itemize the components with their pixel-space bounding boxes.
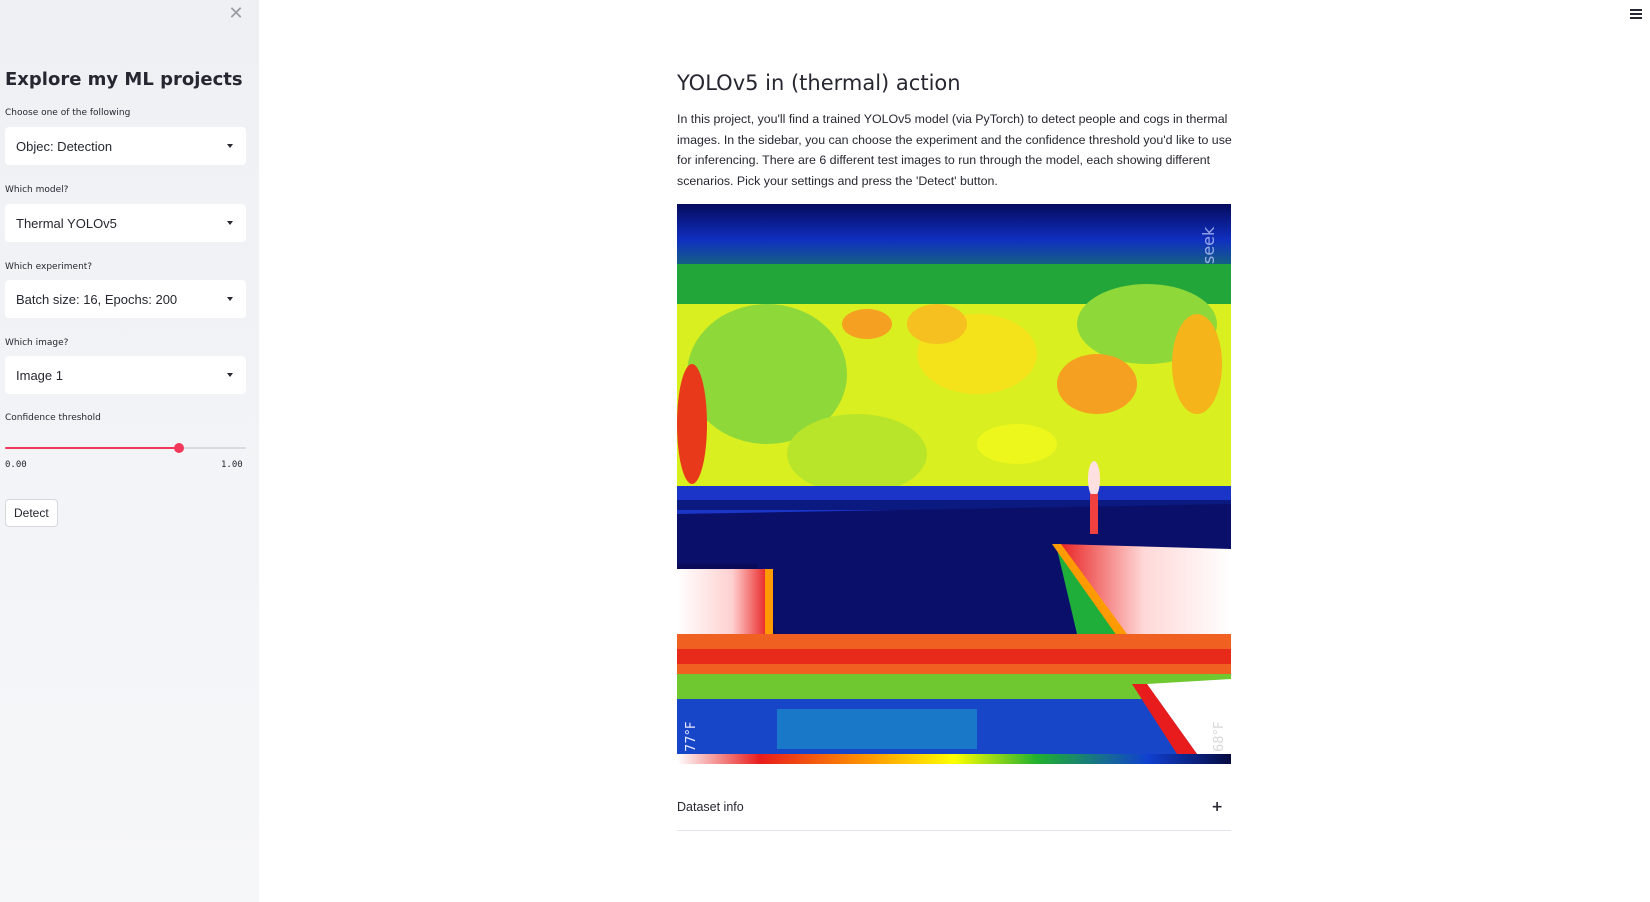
expander-label: Dataset info <box>677 800 744 814</box>
sidebar-title: Explore my ML projects <box>5 69 243 90</box>
sidebar: ✕ Explore my ML projects Choose one of t… <box>0 0 259 902</box>
slider-thumb[interactable] <box>173 443 184 453</box>
brand-watermark: seek <box>1199 226 1218 264</box>
image-select[interactable]: Image 1 <box>5 356 246 394</box>
model-select[interactable]: Thermal YOLOv5 <box>5 204 246 242</box>
detect-button[interactable]: Detect <box>5 499 58 527</box>
hamburger-icon[interactable] <box>1630 9 1642 19</box>
experiment-select[interactable]: Batch size: 16, Epochs: 200 <box>5 280 246 318</box>
image-select-value: Image 1 <box>16 367 63 383</box>
chevron-down-icon <box>227 221 233 225</box>
temp-right-label: 68°F <box>1212 721 1227 752</box>
thermal-image: seek 77°F 68°F <box>677 204 1231 764</box>
confidence-slider[interactable] <box>5 443 246 453</box>
project-select-label: Choose one of the following <box>5 108 131 118</box>
experiment-select-value: Batch size: 16, Epochs: 200 <box>16 291 178 307</box>
slider-fill <box>5 447 179 449</box>
page-title: YOLOv5 in (thermal) action <box>677 71 961 95</box>
slider-max-label: 1.00 <box>221 460 243 470</box>
chevron-down-icon <box>227 144 233 148</box>
slider-min-label: 0.00 <box>5 460 27 470</box>
close-icon[interactable]: ✕ <box>228 3 244 24</box>
plus-icon: + <box>1211 799 1223 815</box>
model-select-label: Which model? <box>5 185 69 195</box>
project-select-value: Objec: Detection <box>16 138 113 154</box>
intro-paragraph: In this project, you'll find a trained Y… <box>677 112 1232 188</box>
experiment-select-label: Which experiment? <box>5 262 93 272</box>
image-select-label: Which image? <box>5 338 69 348</box>
project-select[interactable]: Objec: Detection <box>5 127 246 165</box>
chevron-down-icon <box>227 297 233 301</box>
model-select-value: Thermal YOLOv5 <box>16 215 117 231</box>
confidence-slider-label: Confidence threshold <box>5 413 101 423</box>
temp-left-label: 77°F <box>684 721 699 752</box>
dataset-info-expander[interactable]: Dataset info + <box>677 800 1231 831</box>
chevron-down-icon <box>227 373 233 377</box>
